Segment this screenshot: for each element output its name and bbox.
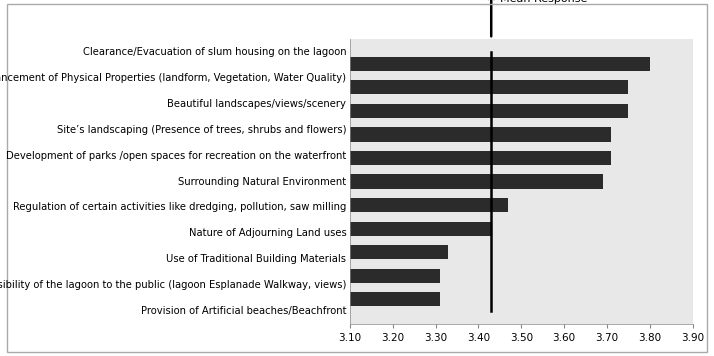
Bar xyxy=(350,292,440,306)
Bar xyxy=(350,245,448,259)
Bar xyxy=(350,127,611,142)
Bar xyxy=(350,174,603,189)
Text: Regulation of certain activities like dredging, pollution, saw milling: Regulation of certain activities like dr… xyxy=(13,203,346,213)
Text: Mean Response: Mean Response xyxy=(500,0,587,4)
Bar xyxy=(350,104,628,118)
Bar xyxy=(350,198,508,212)
Text: Provision of Artificial beaches/Beachfront: Provision of Artificial beaches/Beachfro… xyxy=(141,306,346,316)
Text: Nature of Adjourning Land uses: Nature of Adjourning Land uses xyxy=(188,228,346,238)
Text: Surrounding Natural Environment: Surrounding Natural Environment xyxy=(178,177,346,187)
Text: Development of parks /open spaces for recreation on the waterfront: Development of parks /open spaces for re… xyxy=(6,151,346,161)
Text: Site’s landscaping (Presence of trees, shrubs and flowers): Site’s landscaping (Presence of trees, s… xyxy=(57,125,346,135)
Text: Clearance/Evacuation of slum housing on the lagoon: Clearance/Evacuation of slum housing on … xyxy=(83,47,346,57)
Text: Use of Traditional Building Materials: Use of Traditional Building Materials xyxy=(166,254,346,264)
Text: Enhancement of Physical Properties (landform, Vegetation, Water Quality): Enhancement of Physical Properties (land… xyxy=(0,73,346,83)
Bar xyxy=(350,151,611,165)
Bar xyxy=(350,269,440,283)
Text: Visibility of the lagoon to the public (lagoon Esplanade Walkway, views): Visibility of the lagoon to the public (… xyxy=(0,280,346,290)
Bar xyxy=(350,80,628,94)
Bar xyxy=(350,221,491,236)
Text: Beautiful landscapes/views/scenery: Beautiful landscapes/views/scenery xyxy=(167,99,346,109)
Bar xyxy=(350,57,650,71)
